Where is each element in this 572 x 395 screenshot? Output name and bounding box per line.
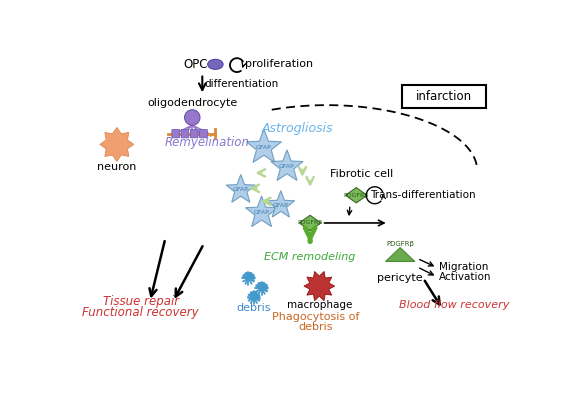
Ellipse shape (208, 59, 223, 70)
Text: GFAP: GFAP (256, 145, 272, 150)
Circle shape (261, 288, 263, 289)
FancyBboxPatch shape (172, 130, 180, 138)
Text: infarction: infarction (416, 90, 472, 103)
FancyBboxPatch shape (181, 130, 189, 138)
Text: Phagocytosis of: Phagocytosis of (272, 312, 359, 322)
Text: proliferation: proliferation (245, 58, 313, 69)
Circle shape (253, 297, 255, 299)
Text: Tissue repair: Tissue repair (102, 295, 179, 308)
Text: ECM remodeling: ECM remodeling (264, 252, 356, 262)
Text: Migration: Migration (439, 262, 488, 272)
FancyBboxPatch shape (402, 85, 486, 108)
Text: debris: debris (237, 303, 271, 313)
Text: OPC: OPC (183, 58, 208, 71)
Text: Astrogliosis: Astrogliosis (262, 122, 333, 135)
Polygon shape (304, 271, 335, 301)
Text: GFAP: GFAP (279, 164, 295, 169)
Text: GFAP: GFAP (233, 187, 249, 192)
Text: Trans-differentiation: Trans-differentiation (371, 190, 476, 200)
Text: differentiation: differentiation (205, 79, 279, 89)
Text: Activation: Activation (439, 272, 491, 282)
Text: Functional recovery: Functional recovery (82, 306, 199, 319)
Polygon shape (226, 175, 256, 202)
Polygon shape (271, 150, 303, 181)
Polygon shape (267, 191, 295, 217)
Text: Blood flow recovery: Blood flow recovery (399, 300, 509, 310)
Text: neuron: neuron (97, 162, 137, 172)
Text: PDGFRβ: PDGFRβ (344, 193, 369, 198)
Text: Fibrotic cell: Fibrotic cell (330, 169, 394, 179)
Polygon shape (345, 188, 367, 203)
Polygon shape (247, 129, 281, 162)
Text: debris: debris (298, 322, 333, 332)
Text: macrophage: macrophage (287, 300, 352, 310)
Text: oligodendrocyte: oligodendrocyte (147, 98, 237, 108)
Text: Remyelination: Remyelination (165, 136, 250, 149)
Polygon shape (299, 215, 321, 231)
Circle shape (248, 277, 249, 279)
FancyBboxPatch shape (190, 130, 198, 138)
Polygon shape (386, 248, 415, 261)
Circle shape (185, 110, 200, 125)
Polygon shape (245, 196, 277, 227)
Text: PDGFRβ: PDGFRβ (386, 241, 414, 247)
Text: pericyte: pericyte (378, 273, 423, 283)
FancyBboxPatch shape (200, 130, 207, 138)
Text: GFAP: GFAP (254, 211, 269, 215)
Text: GFAP: GFAP (273, 203, 289, 208)
Text: PDGFRβ: PDGFRβ (297, 220, 323, 226)
Polygon shape (100, 128, 134, 162)
